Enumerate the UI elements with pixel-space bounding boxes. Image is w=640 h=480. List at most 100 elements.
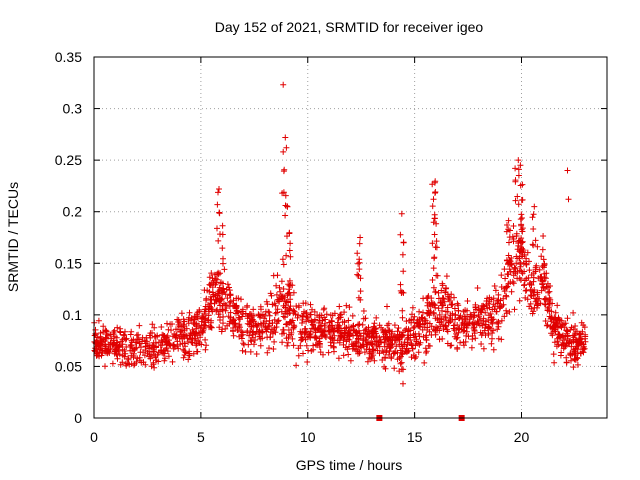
data-point [373,343,380,349]
data-point [536,295,543,302]
data-point [266,345,272,352]
data-point [427,308,434,315]
data-point [352,340,359,347]
data-point [491,283,498,289]
data-point [282,212,289,219]
data-point [519,181,526,188]
data-point [236,322,243,329]
data-point [208,300,215,307]
data-point [210,279,217,286]
data-point [443,285,450,291]
data-point [354,250,361,257]
data-point [278,278,285,285]
data-point [386,327,393,334]
data-point [267,334,274,341]
data-point [452,312,459,319]
data-point [133,344,140,351]
data-point [336,303,343,310]
data-point [572,336,579,343]
data-point [455,307,462,314]
data-point [568,324,575,331]
data-point [302,336,309,343]
data-point [495,291,502,298]
data-point [399,332,406,339]
data-point [480,345,487,352]
data-point [582,335,588,342]
data-point [206,274,213,281]
data-point [409,304,416,311]
data-point [540,264,547,271]
data-point [442,308,449,315]
data-point [278,308,285,315]
x-tick-label: 5 [197,429,205,445]
data-point [290,324,297,331]
data-point [94,350,101,357]
data-point [581,324,588,331]
data-point [477,316,484,323]
data-point [498,272,505,279]
data-point [502,275,509,282]
data-point [255,311,262,318]
data-point [550,351,557,358]
data-point [102,363,108,370]
data-point [548,330,555,337]
data-point [562,343,568,350]
data-point [343,324,350,331]
data-point [399,289,406,296]
data-point [432,288,439,295]
data-point [500,301,507,308]
data-point [335,355,342,362]
data-point [117,325,124,332]
y-tick-label: 0 [74,410,82,426]
data-point [114,352,121,359]
data-point [357,234,364,241]
data-point [365,328,372,335]
data-point [235,295,242,302]
data-point [559,322,566,329]
data-point [408,342,415,349]
data-point [393,343,400,350]
data-point [475,320,482,327]
data-point [480,315,487,322]
data-point [530,278,537,285]
data-point [381,363,388,370]
data-point [202,336,209,343]
data-point [411,313,418,320]
data-point [396,341,403,348]
data-point [320,306,327,313]
data-point [151,324,158,331]
data-point [273,291,280,298]
data-point [487,325,494,332]
data-point [450,325,457,332]
data-point [220,320,226,327]
data-point [327,339,334,346]
data-point [219,302,226,309]
data-point [329,326,336,333]
data-point [125,356,132,363]
data-point [431,179,438,186]
data-point [111,341,118,348]
data-point [526,267,533,274]
data-point [501,266,508,273]
data-point [370,352,377,359]
data-point [438,287,445,294]
data-point [303,318,310,325]
data-point [558,317,565,324]
data-point [371,325,378,332]
data-point [546,288,553,295]
data-point [258,328,265,335]
data-point [119,346,126,353]
data-point [274,309,280,316]
data-point [458,326,465,333]
data-point [409,345,416,352]
data-point [513,233,520,239]
data-point [492,287,499,294]
data-point [478,332,485,339]
data-point [346,333,353,340]
data-point [429,240,436,247]
data-point [169,358,176,365]
data-point [519,228,526,235]
data-point [515,166,522,173]
data-point [217,317,223,323]
data-point [551,314,558,321]
